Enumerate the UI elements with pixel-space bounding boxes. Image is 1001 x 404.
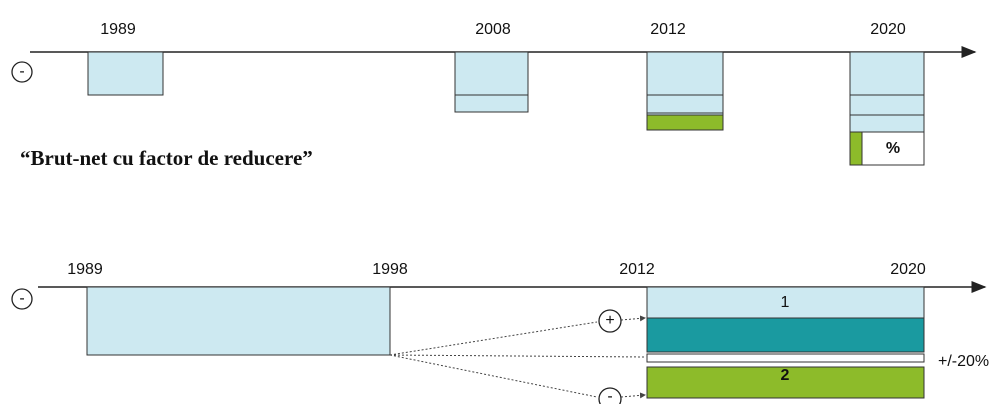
- arrow: [620, 315, 646, 322]
- minus-circle: [598, 387, 622, 404]
- year: 2012: [619, 261, 655, 278]
- green-band: [849, 131, 863, 166]
- caption: “Brut-net cu factor de reducere”: [20, 146, 313, 170]
- range-strip: [646, 353, 925, 363]
- box: [86, 286, 391, 356]
- year: 1989: [100, 21, 136, 38]
- year: 2020: [870, 21, 906, 38]
- minus: -: [607, 388, 612, 404]
- box: [87, 51, 164, 96]
- sign-circle: [11, 61, 33, 83]
- box: [646, 286, 925, 321]
- dotted-line: [389, 354, 598, 398]
- box: [849, 51, 925, 133]
- sign: -: [19, 290, 24, 307]
- arrow: [620, 392, 646, 399]
- teal-bar: [646, 317, 925, 353]
- percent: %: [886, 140, 900, 157]
- year: 2020: [890, 261, 926, 278]
- green-bar: [646, 366, 925, 399]
- year: 2012: [650, 21, 686, 38]
- bar-label: 1: [781, 294, 790, 311]
- range-label: +/-20%: [938, 353, 989, 370]
- plus-circle: [598, 309, 622, 333]
- plus: +: [605, 312, 614, 329]
- green-band: [646, 114, 724, 131]
- dotted-line: [389, 354, 646, 358]
- year: 1998: [372, 261, 408, 278]
- year: 2008: [475, 21, 511, 38]
- sign: -: [19, 63, 24, 80]
- year: 1989: [67, 261, 103, 278]
- sign-circle: [11, 288, 33, 310]
- percent-cell: [861, 131, 925, 166]
- dotted-line: [389, 321, 598, 356]
- box: [454, 51, 529, 113]
- bar-label: 2: [781, 367, 790, 384]
